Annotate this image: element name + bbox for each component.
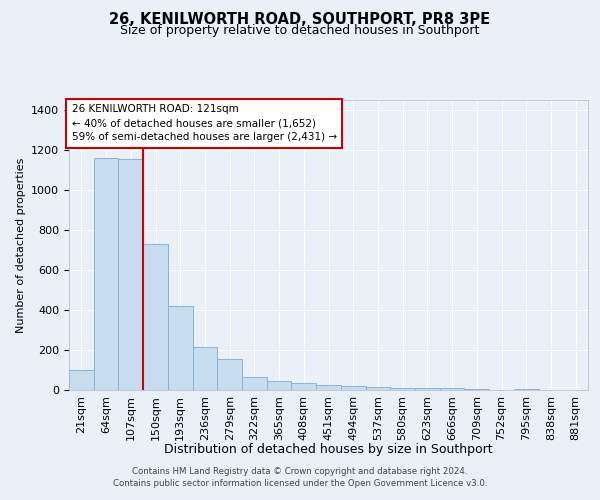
Text: Contains HM Land Registry data © Crown copyright and database right 2024.: Contains HM Land Registry data © Crown c…: [132, 467, 468, 476]
Bar: [118, 159, 143, 390]
Bar: [193, 347, 217, 390]
Bar: [365, 387, 390, 390]
Bar: [217, 359, 242, 390]
Bar: [440, 388, 464, 390]
Bar: [341, 386, 365, 390]
Text: Size of property relative to detached houses in Southport: Size of property relative to detached ho…: [121, 24, 479, 37]
Bar: [464, 389, 489, 390]
Bar: [267, 381, 292, 390]
Bar: [415, 388, 440, 390]
Y-axis label: Number of detached properties: Number of detached properties: [16, 158, 26, 332]
Bar: [390, 388, 415, 390]
Bar: [94, 158, 118, 390]
Text: 26, KENILWORTH ROAD, SOUTHPORT, PR8 3PE: 26, KENILWORTH ROAD, SOUTHPORT, PR8 3PE: [109, 12, 491, 28]
Text: Contains public sector information licensed under the Open Government Licence v3: Contains public sector information licen…: [113, 478, 487, 488]
Bar: [143, 244, 168, 390]
Bar: [242, 377, 267, 390]
Bar: [292, 383, 316, 390]
Bar: [168, 306, 193, 390]
Text: 26 KENILWORTH ROAD: 121sqm
← 40% of detached houses are smaller (1,652)
59% of s: 26 KENILWORTH ROAD: 121sqm ← 40% of deta…: [71, 104, 337, 142]
Bar: [316, 385, 341, 390]
Bar: [69, 370, 94, 390]
Text: Distribution of detached houses by size in Southport: Distribution of detached houses by size …: [164, 442, 493, 456]
